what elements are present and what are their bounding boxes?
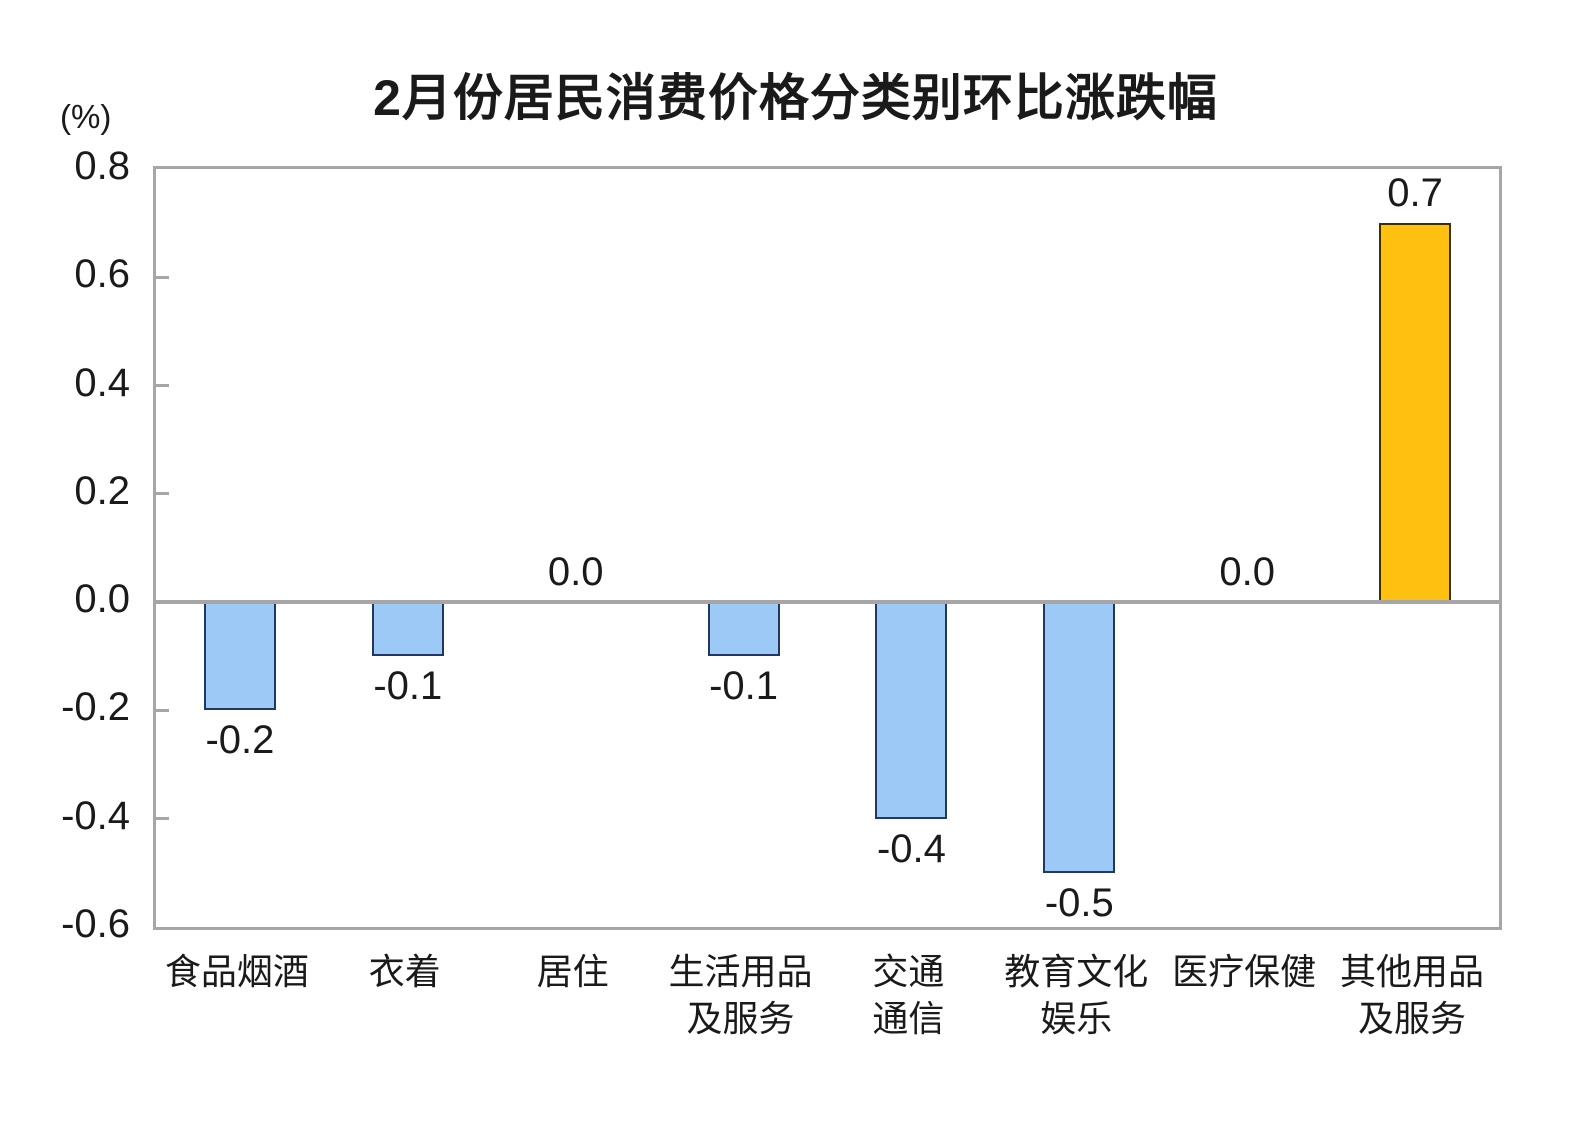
bar [1379,223,1452,603]
bar [707,602,780,657]
y-tick-label: 0.8 [74,144,130,188]
y-tick-label: 0.2 [74,468,130,513]
y-tick-label: 0.0 [74,577,130,622]
bar [203,602,276,711]
zero-line [156,600,1499,605]
x-category-label: 衣着 [368,951,441,992]
y-axis-tick-labels: 0.8 0.6 0.4 0.2 0.0 -0.2 -0.4 -0.6 [0,144,130,946]
bar-value-label: 0.7 [1387,171,1443,216]
y-tick-label: -0.2 [61,685,130,730]
x-axis-category-labels: 食品烟酒 衣着 居住 生活用品 及服务 交通 通信 教育文化 娱乐 医疗保健 其他用品 及服务 [153,948,1502,1078]
axis-tick [156,817,169,821]
bar-value-label: -0.1 [373,664,443,709]
axis-tick [156,708,169,712]
plot-area: -0.2 -0.1 0.0 -0.1 -0.4 -0.5 0.0 0.7 [153,166,1502,930]
axis-tick [156,384,169,388]
y-axis-unit-label: (%) [60,98,112,135]
bar [875,602,948,819]
x-category-label: 医疗保健 [1172,951,1317,992]
x-category-label: 食品烟酒 [164,951,309,992]
bar-value-label: -0.1 [709,664,779,709]
chart-title: 2月份居民消费价格分类别环比涨跌幅 [373,70,1218,126]
axis-tick [156,492,169,496]
x-category-label: 其他用品 及服务 [1340,951,1485,1039]
bar [371,602,444,657]
y-tick-label: -0.4 [61,793,130,838]
bar-value-label: -0.4 [876,826,946,871]
y-tick-label: 0.6 [74,252,130,297]
x-category-label: 教育文化 娱乐 [1004,951,1149,1039]
axis-tick [156,275,169,279]
x-category-label: 居住 [536,951,609,992]
y-tick-label: 0.4 [74,360,130,405]
y-tick-label: -0.6 [61,902,130,946]
bar-value-label: -0.5 [1044,880,1114,925]
bar-value-label: -0.2 [205,718,275,763]
bar-value-label: 0.0 [547,550,604,595]
bar [1043,602,1116,873]
bar-value-label: 0.0 [1219,550,1275,595]
x-category-label: 生活用品 及服务 [668,951,813,1039]
x-category-label: 交通 通信 [872,951,945,1039]
